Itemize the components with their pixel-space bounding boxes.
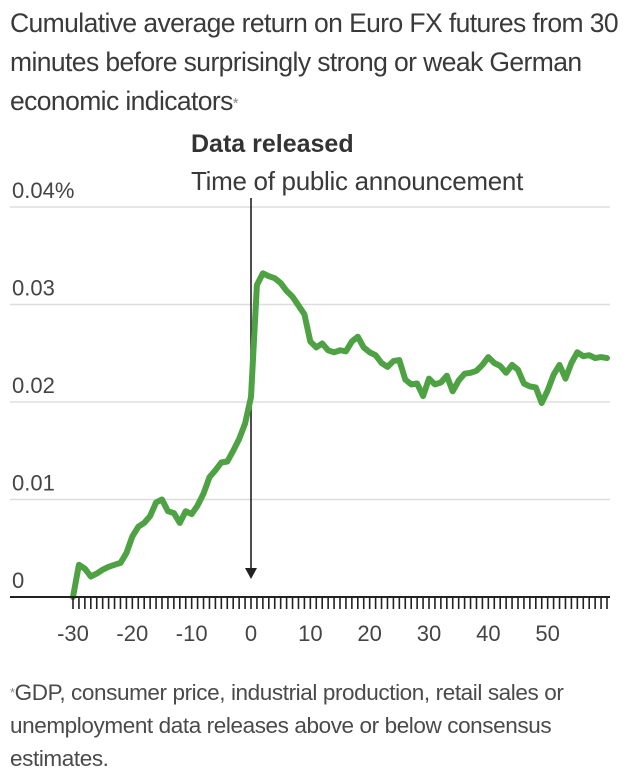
- data-release-annotation: Data released Time of public announcemen…: [191, 130, 524, 579]
- annotation-arrow-head-icon: [245, 568, 257, 579]
- footnote: *GDP, consumer price, industrial product…: [10, 676, 630, 775]
- y-tick-label: 0: [12, 568, 24, 593]
- x-tick-label: 0: [245, 621, 257, 646]
- x-tick-label: 20: [357, 621, 381, 646]
- y-tick-label: 0.01: [12, 471, 55, 496]
- footnote-text: GDP, consumer price, industrial producti…: [10, 680, 564, 771]
- y-tick-label: 0.04%: [12, 178, 74, 203]
- series-line: [70, 270, 610, 600]
- line-chart: 0 0.01 0.02 0.03 0.04% Data released Time of…: [10, 130, 610, 646]
- y-tick-label: 0.02: [12, 373, 55, 398]
- annotation-subtitle: Time of public announcement: [191, 166, 524, 196]
- footnote-marker: *: [10, 685, 15, 700]
- x-tick-label: 30: [417, 621, 441, 646]
- x-axis-tick-labels: -30 -20 -10 0 10 20 30 40 50: [57, 621, 560, 646]
- x-axis: [10, 596, 610, 609]
- x-tick-label: -10: [176, 621, 208, 646]
- x-tick-label: 10: [298, 621, 322, 646]
- grid-lines: [10, 206, 610, 501]
- y-axis-tick-labels: 0 0.01 0.02 0.03 0.04%: [12, 178, 74, 593]
- annotation-title: Data released: [191, 130, 354, 158]
- y-tick-label: 0.03: [12, 276, 55, 301]
- title-footnote-marker: *: [232, 95, 239, 112]
- chart-title: Cumulative average return on Euro FX fut…: [10, 4, 630, 121]
- chart-title-text: Cumulative average return on Euro FX fut…: [10, 8, 619, 116]
- x-tick-label: 40: [476, 621, 500, 646]
- x-tick-label: -20: [116, 621, 148, 646]
- x-tick-label: -30: [57, 621, 89, 646]
- x-tick-label: 50: [535, 621, 559, 646]
